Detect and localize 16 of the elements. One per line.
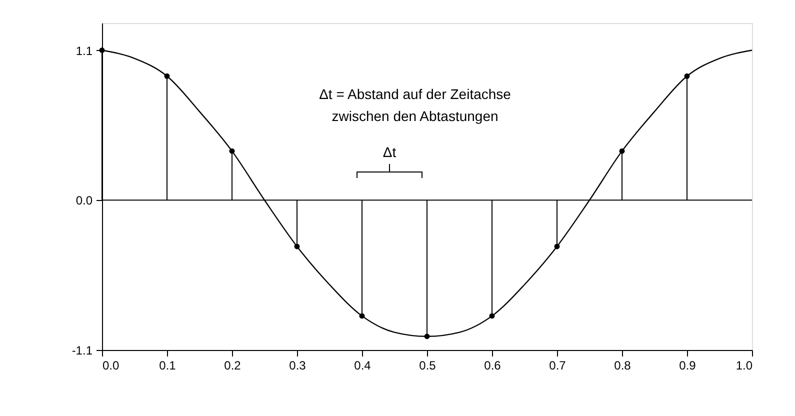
- x-tick-label: 0.4: [354, 358, 372, 372]
- y-tick-label: -1.1: [72, 344, 93, 358]
- x-tick-label: 0.8: [614, 358, 632, 372]
- y-tick-label: 0.0: [76, 194, 93, 208]
- x-tick-label: 0.9: [679, 358, 696, 372]
- y-tick-label: 1.1: [76, 44, 93, 58]
- x-tick-label: 0.7: [549, 358, 566, 372]
- x-tick-label: 1.0: [736, 358, 753, 372]
- x-tick-label: 0.6: [484, 358, 502, 372]
- annotation: Δt: [382, 144, 396, 160]
- x-tick-label: 0.3: [289, 358, 306, 372]
- annotation: Δt = Abstand auf der Zeitachse zwischen den Abtastungen: [319, 86, 512, 124]
- x-tick-label: 0.1: [159, 358, 176, 372]
- x-tick-label: 0.2: [224, 358, 242, 372]
- x-tick-label: 0.5: [419, 358, 436, 372]
- x-tick-label: 0.0: [102, 358, 120, 372]
